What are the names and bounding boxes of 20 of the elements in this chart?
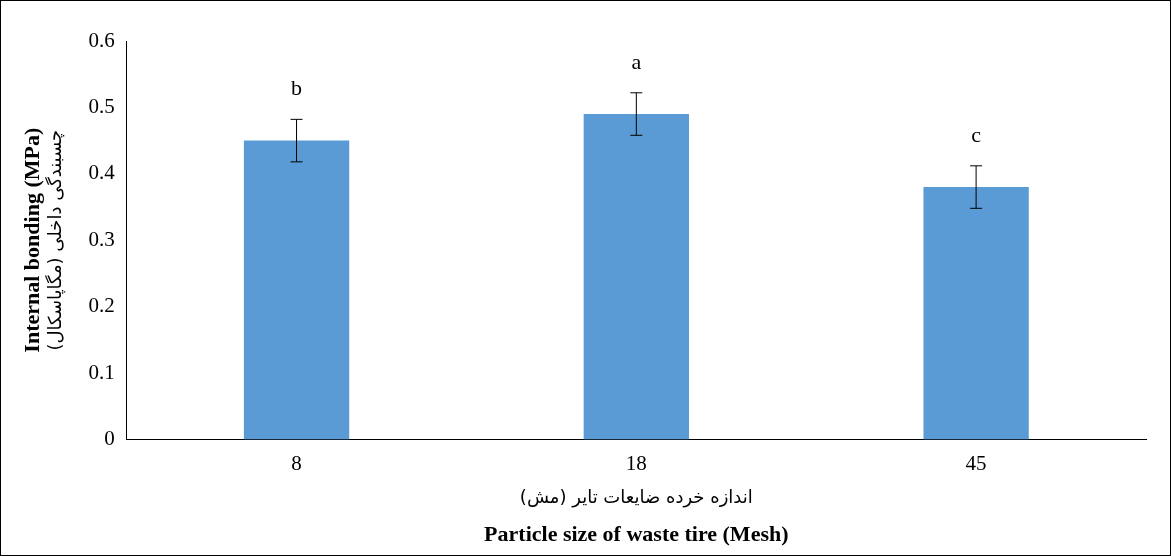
y-tick-label: 0 [104,425,115,450]
y-tick-label: 0.4 [88,160,116,185]
bar [923,187,1029,440]
x-tick-label: 45 [965,450,987,475]
annotation: b [291,75,303,101]
y-tick-label: 0.1 [88,359,115,384]
bar [243,140,350,440]
x-axis-title: Particle size of waste tire (Mesh) [484,521,789,547]
y-tick-label: 0.2 [88,293,115,318]
bar [583,114,689,440]
annotation: c [971,121,982,147]
annotation: a [631,48,642,74]
y-tick-label: 0.3 [88,226,115,251]
x-tick-label: 8 [291,450,302,475]
text: چسبندگی داخلی (مگاپاسکال) [43,129,66,351]
text: اندازه خرده ضایعات تایر (مش) [519,485,753,508]
y-tick-label: 0.6 [88,27,115,52]
x-tick-label: 18 [625,450,647,475]
y-tick-label: 0.5 [88,93,115,118]
y-axis-title: Internal bonding (MPa) [18,127,44,353]
